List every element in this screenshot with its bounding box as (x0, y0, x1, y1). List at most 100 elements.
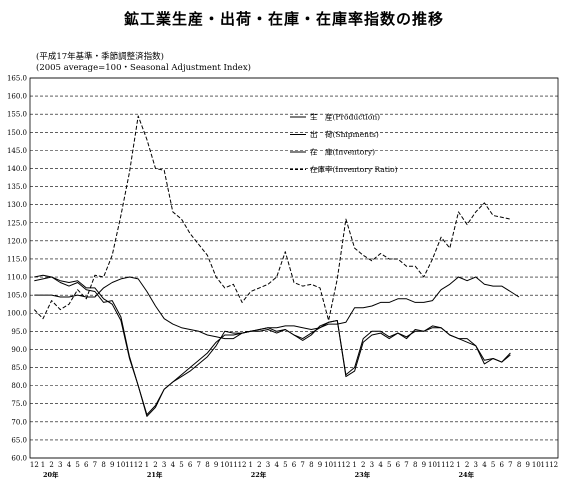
x-tick-label: 12 (30, 461, 39, 469)
x-tick-label: 3 (162, 461, 166, 469)
x-tick-label: 7 (197, 461, 201, 469)
x-tick-label: 8 (309, 461, 313, 469)
y-tick-label: 105.0 (7, 292, 27, 300)
x-year-label: 22年 (251, 470, 267, 479)
legend-label: 在庫率(Inventory Ratio) (310, 164, 398, 174)
x-tick-label: 8 (517, 461, 521, 469)
x-tick-label: 1 (248, 461, 252, 469)
x-year-label: 21年 (147, 470, 163, 479)
y-tick-label: 70.0 (11, 418, 27, 426)
x-tick-label: 5 (283, 461, 287, 469)
chart-note-base-year: (平成17年基準・季節調整済指数) (36, 52, 164, 62)
y-tick-label: 120.0 (7, 237, 27, 245)
x-tick-label: 12 (549, 461, 558, 469)
x-tick-label: 2 (257, 461, 261, 469)
x-tick-label: 7 (404, 461, 408, 469)
x-tick-label: 4 (274, 461, 279, 469)
chart-title: 鉱工業生産・出荷・在庫・在庫率指数の推移 (123, 10, 444, 28)
series-line-3 (33, 115, 511, 321)
y-tick-label: 165.0 (7, 75, 27, 83)
x-tick-label: 12 (134, 461, 143, 469)
y-tick-label: 90.0 (11, 346, 27, 354)
x-tick-label: 8 (413, 461, 417, 469)
chart-note-seasonal-adjustment: (2005 average=100・Seasonal Adjustment In… (36, 63, 251, 73)
x-tick-label: 5 (387, 461, 391, 469)
x-tick-label: 9 (318, 461, 322, 469)
y-tick-label: 125.0 (7, 219, 27, 227)
y-tick-label: 140.0 (7, 165, 27, 173)
x-tick-label: 5 (75, 461, 79, 469)
x-tick-label: 7 (300, 461, 304, 469)
y-tick-label: 85.0 (11, 364, 27, 372)
legend-label: 生 産(Production) (310, 112, 380, 122)
series-line-1 (34, 274, 511, 416)
x-tick-label: 2 (465, 461, 469, 469)
series-line-2 (34, 276, 520, 340)
x-tick-label: 5 (491, 461, 495, 469)
x-tick-label: 12 (445, 461, 454, 469)
x-tick-label: 11 (125, 461, 134, 469)
y-tick-label: 160.0 (7, 93, 27, 101)
x-tick-label: 6 (84, 461, 89, 469)
x-tick-label: 4 (482, 461, 487, 469)
x-tick-label: 12 (341, 461, 350, 469)
x-tick-label: 10 (324, 461, 333, 469)
y-tick-label: 95.0 (11, 328, 27, 336)
y-tick-label: 65.0 (11, 436, 27, 444)
x-tick-label: 4 (67, 461, 72, 469)
y-tick-label: 60.0 (11, 455, 27, 463)
x-tick-label: 10 (220, 461, 229, 469)
y-tick-label: 150.0 (7, 129, 27, 137)
x-tick-label: 7 (508, 461, 512, 469)
y-tick-label: 155.0 (7, 111, 27, 119)
x-tick-label: 7 (93, 461, 97, 469)
x-tick-label: 2 (361, 461, 365, 469)
x-tick-label: 1 (145, 461, 149, 469)
x-year-label: 20年 (43, 470, 59, 479)
x-tick-label: 2 (153, 461, 157, 469)
x-tick-label: 3 (266, 461, 270, 469)
x-tick-label: 10 (532, 461, 541, 469)
x-tick-label: 9 (525, 461, 529, 469)
x-tick-label: 9 (422, 461, 426, 469)
x-tick-label: 11 (437, 461, 446, 469)
x-tick-label: 1 (456, 461, 460, 469)
x-tick-label: 1 (352, 461, 356, 469)
legend-label: 在 庫(Inventory) (310, 147, 375, 157)
x-tick-label: 3 (474, 461, 478, 469)
y-tick-label: 135.0 (7, 183, 27, 191)
x-tick-label: 2 (49, 461, 53, 469)
x-tick-label: 4 (171, 461, 176, 469)
plot-frame (29, 77, 559, 459)
x-tick-label: 9 (110, 461, 114, 469)
y-tick-label: 110.0 (7, 274, 27, 282)
x-tick-label: 6 (500, 461, 505, 469)
x-tick-label: 6 (292, 461, 297, 469)
x-tick-label: 1 (41, 461, 45, 469)
x-tick-label: 10 (116, 461, 125, 469)
y-tick-label: 75.0 (11, 400, 27, 408)
y-tick-label: 100.0 (7, 310, 27, 318)
legend-label: 出 荷(Shipments) (310, 129, 379, 139)
y-tick-label: 130.0 (7, 201, 27, 209)
series-line-0 (34, 276, 511, 417)
y-tick-label: 80.0 (11, 382, 27, 390)
x-tick-label: 6 (188, 461, 193, 469)
y-tick-label: 145.0 (7, 147, 27, 155)
x-tick-label: 4 (378, 461, 383, 469)
x-tick-label: 12 (238, 461, 247, 469)
x-tick-label: 3 (58, 461, 62, 469)
x-year-label: 23年 (355, 470, 371, 479)
x-tick-label: 11 (229, 461, 238, 469)
x-tick-label: 6 (396, 461, 401, 469)
x-tick-label: 8 (205, 461, 209, 469)
x-tick-label: 5 (179, 461, 183, 469)
y-tick-label: 115.0 (7, 255, 27, 263)
x-tick-label: 8 (101, 461, 105, 469)
x-year-label: 24年 (458, 470, 474, 479)
x-tick-label: 10 (428, 461, 437, 469)
x-tick-label: 11 (333, 461, 342, 469)
x-tick-label: 9 (214, 461, 218, 469)
x-tick-label: 3 (370, 461, 374, 469)
